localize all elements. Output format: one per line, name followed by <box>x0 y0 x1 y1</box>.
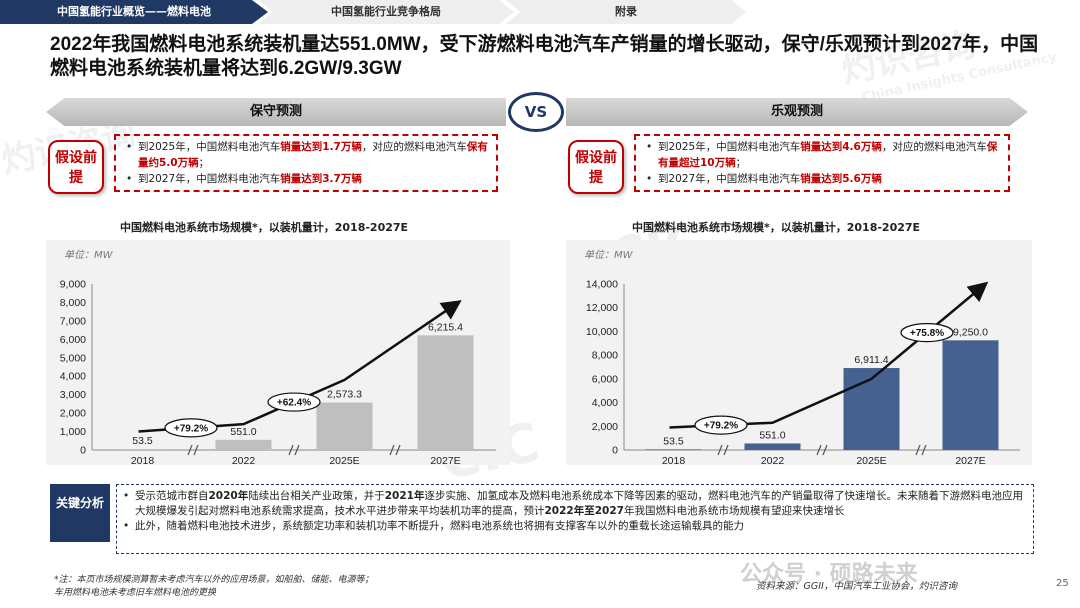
cagr-badge <box>267 392 321 412</box>
tab-competition[interactable]: 中国氢能行业竞争格局 <box>258 0 514 24</box>
list-item: 到2027年，中国燃料电池汽车销量达到5.6万辆 <box>646 171 1000 187</box>
unit-label: 单位：MW <box>584 250 633 261</box>
y-tick-label: 4,000 <box>592 397 618 409</box>
bar <box>417 335 474 450</box>
footnote: *注：本页市场规模测算暂未考虑汽车以外的应用场景，如船舶、储能、电源等； 车用燃… <box>54 575 374 598</box>
y-tick-label: 2,000 <box>592 421 618 433</box>
data-label: 53.5 <box>663 435 684 447</box>
data-label: 551.0 <box>230 426 256 438</box>
x-tick-label: 2018 <box>131 455 155 467</box>
page-title: 2022年我国燃料电池系统装机量达551.0MW，受下游燃料电池汽车产销量的增长… <box>50 34 1039 79</box>
list-item: 到2025年，中国燃料电池汽车销量达到1.7万辆，对应的燃料电池汽车保有量约5.… <box>126 139 488 171</box>
bar <box>645 449 702 450</box>
y-tick-label: 10,000 <box>586 326 618 338</box>
unit-label: 单位：MW <box>64 250 113 261</box>
data-label: 53.5 <box>132 435 153 447</box>
data-label: 551.0 <box>759 429 785 441</box>
optimistic-assumption-box: 到2025年，中国燃料电池汽车销量达到4.6万辆，对应的燃料电池汽车保有量超过1… <box>634 134 1010 192</box>
y-tick-label: 4,000 <box>60 371 86 383</box>
bar <box>316 402 373 450</box>
list-item: 受示范城市群自2020年陆续出台相关产业政策，并于2021年逐步实施、加氢成本及… <box>123 489 1027 519</box>
axis-break <box>915 444 927 456</box>
top-navigation: 中国氢能行业概览——燃料电池 中国氢能行业竞争格局 附录 <box>0 0 1080 24</box>
x-tick-label: 2022 <box>232 455 256 467</box>
tab-appendix[interactable]: 附录 <box>506 0 746 24</box>
axis-break <box>288 444 300 456</box>
tab-fuel-cell-overview[interactable]: 中国氢能行业概览——燃料电池 <box>0 0 268 24</box>
cagr-label: +75.8% <box>910 328 944 339</box>
x-tick-label: 2027E <box>430 455 460 467</box>
bar <box>843 368 900 450</box>
conservative-banner: 保守预测 <box>46 98 506 126</box>
assumption-label: 假设前提 <box>568 140 624 194</box>
conservative-assumption-box: 到2025年，中国燃料电池汽车销量达到1.7万辆，对应的燃料电池汽车保有量约5.… <box>114 134 498 192</box>
optimistic-banner: 乐观预测 <box>566 98 1028 126</box>
axis-break <box>816 444 828 456</box>
x-tick-label: 2018 <box>662 455 686 467</box>
bar <box>942 340 999 450</box>
data-label: 2,573.3 <box>327 389 362 401</box>
list-item: 到2027年，中国燃料电池汽车销量达到3.7万辆 <box>126 171 488 187</box>
cagr-badge <box>900 323 954 343</box>
cagr-badge <box>694 415 748 435</box>
y-tick-label: 9,000 <box>60 279 86 291</box>
assumption-label: 假设前提 <box>48 140 104 194</box>
y-tick-label: 5,000 <box>60 352 86 364</box>
x-tick-label: 2025E <box>856 455 886 467</box>
y-tick-label: 12,000 <box>586 302 618 314</box>
cagr-label: +62.4% <box>277 398 311 409</box>
y-tick-label: 7,000 <box>60 315 86 327</box>
list-item: 此外，随着燃料电池技术进步，系统额定功率和装机功率不断提升，燃料电池系统也将拥有… <box>123 519 1027 534</box>
bar <box>215 439 272 450</box>
x-tick-label: 2022 <box>761 455 785 467</box>
y-tick-label: 1,000 <box>60 426 86 438</box>
trend-arrow <box>138 300 462 433</box>
y-tick-label: 6,000 <box>60 334 86 346</box>
bar <box>744 443 801 450</box>
axis-break <box>389 444 401 456</box>
data-label: 6,215.4 <box>428 321 463 333</box>
bar <box>114 449 171 450</box>
y-tick-label: 8,000 <box>60 297 86 309</box>
axis-break <box>187 444 199 456</box>
y-tick-label: 3,000 <box>60 389 86 401</box>
y-tick-label: 0 <box>612 445 618 457</box>
y-tick-label: 14,000 <box>586 279 618 291</box>
key-analysis-label: 关键分析 <box>50 484 110 542</box>
source-note: 资料来源：GGII，中国汽车工业协会，灼识咨询 <box>756 581 957 592</box>
y-tick-label: 8,000 <box>592 350 618 362</box>
chart-title-conservative: 中国燃料电池系统市场规模*，以装机量计，2018-2027E <box>120 221 409 234</box>
y-tick-label: 2,000 <box>60 408 86 420</box>
y-tick-label: 6,000 <box>592 373 618 385</box>
list-item: 到2025年，中国燃料电池汽车销量达到4.6万辆，对应的燃料电池汽车保有量超过1… <box>646 139 1000 171</box>
data-label: 6,911.4 <box>854 354 888 366</box>
y-tick-label: 0 <box>80 445 86 457</box>
optimistic-bar-chart: 0 2,000 4,000 6,000 8,000 10,000 12,000 14,000 5… <box>586 279 1020 467</box>
vs-badge: VS <box>508 92 564 132</box>
axis-break <box>717 444 729 456</box>
x-tick-label: 2025E <box>329 455 359 467</box>
cagr-label: +79.2% <box>174 423 208 434</box>
key-analysis-box: 受示范城市群自2020年陆续出台相关产业政策，并于2021年逐步实施、加氢成本及… <box>116 484 1034 554</box>
cagr-label: +79.2% <box>704 421 738 432</box>
data-label: 9,250.0 <box>953 326 988 338</box>
x-tick-label: 2027E <box>955 455 985 467</box>
trend-arrow <box>669 281 989 429</box>
conservative-bar-chart: 0 1,000 2,000 3,000 4,000 5,000 6,000 7,000 8,00… <box>60 279 496 467</box>
cagr-badge <box>164 418 218 438</box>
page-number: 25 <box>1056 578 1069 589</box>
chart-title-optimistic: 中国燃料电池系统市场规模*，以装机量计，2018-2027E <box>632 221 921 234</box>
